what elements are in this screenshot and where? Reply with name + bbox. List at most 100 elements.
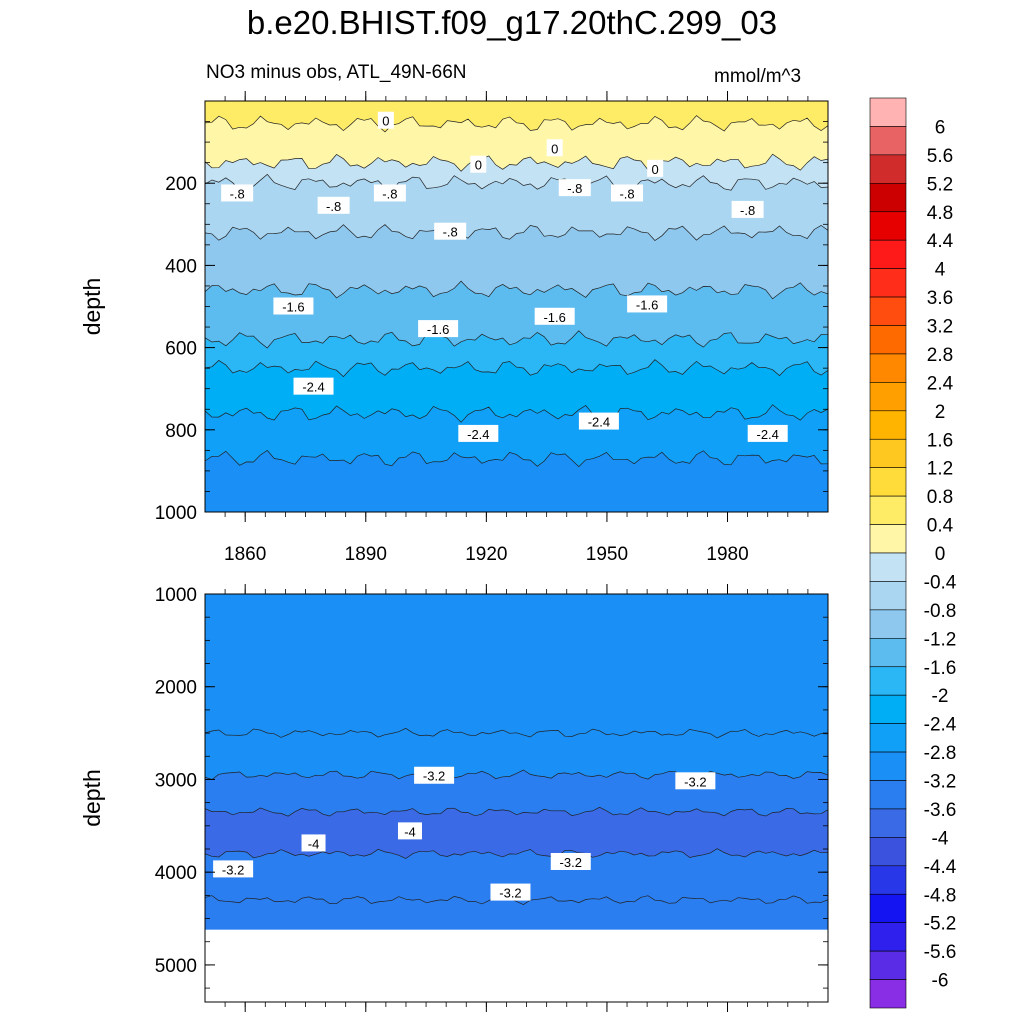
contour-label-text: -.8 bbox=[326, 199, 341, 214]
colorbar-swatch bbox=[869, 268, 907, 298]
colorbar-label: 4.8 bbox=[927, 203, 953, 224]
contour-label: -.8 bbox=[558, 179, 591, 197]
x-tick-label: 1890 bbox=[345, 544, 387, 565]
contour-line bbox=[205, 330, 828, 349]
contour-label-text: -.8 bbox=[619, 186, 634, 201]
x-tick-label: 1920 bbox=[465, 544, 507, 565]
contour-label: 0 bbox=[377, 111, 394, 129]
contour-label-text: -3.2 bbox=[423, 769, 445, 784]
contour-label-text: -1.6 bbox=[636, 297, 658, 312]
contour-label-box bbox=[558, 179, 591, 197]
contour-label: -.8 bbox=[434, 222, 467, 240]
contour-label-box bbox=[397, 822, 422, 840]
contour-label-text: -3.2 bbox=[222, 862, 244, 877]
colorbar-label: 1.6 bbox=[927, 430, 953, 451]
contour-label-box bbox=[731, 200, 764, 218]
contour-label: 0 bbox=[470, 155, 487, 173]
contour-line bbox=[205, 769, 828, 780]
contour-label-box bbox=[221, 184, 254, 202]
colorbar-swatch bbox=[869, 296, 907, 326]
colorbar-label: -4.8 bbox=[924, 885, 957, 906]
y-tick-label: 600 bbox=[165, 339, 197, 360]
chart-title: b.e20.BHIST.f09_g17.20thC.299_03 bbox=[246, 4, 778, 41]
contour-band bbox=[205, 404, 828, 469]
contour-line bbox=[205, 280, 828, 300]
contour-label-box bbox=[293, 377, 334, 395]
colorbar-label: -3.6 bbox=[924, 800, 957, 821]
colorbar-swatch bbox=[869, 467, 907, 497]
y-tick-label: 3000 bbox=[155, 770, 197, 791]
colorbar-swatch bbox=[869, 808, 907, 838]
contour-label-text: -1.6 bbox=[282, 300, 304, 315]
contour-label: 0 bbox=[647, 159, 664, 177]
contour-label: -.8 bbox=[731, 200, 764, 218]
colorbar-label: -2.8 bbox=[924, 743, 957, 764]
colorbar-label: -4.4 bbox=[924, 857, 957, 878]
contour-label-text: -4 bbox=[404, 824, 416, 839]
colorbar-label: 4.4 bbox=[927, 231, 954, 252]
x-tick-label: 1860 bbox=[224, 544, 266, 565]
colorbar-label: -2.4 bbox=[924, 715, 957, 736]
contour-line bbox=[205, 173, 828, 193]
contour-band bbox=[205, 848, 828, 907]
contour-label-text: -.8 bbox=[443, 225, 458, 240]
colorbar-swatch bbox=[869, 552, 907, 582]
contour-line bbox=[205, 895, 828, 905]
colorbar-label: 6 bbox=[935, 117, 946, 138]
colorbar-swatch bbox=[869, 865, 907, 895]
colorbar-label: 0.8 bbox=[927, 487, 953, 508]
colorbar-swatch bbox=[869, 239, 907, 269]
contour-label-text: -.8 bbox=[382, 186, 397, 201]
colorbar-label: -5.2 bbox=[924, 914, 957, 935]
colorbar-swatch bbox=[869, 97, 907, 127]
y-tick-label: 4000 bbox=[155, 863, 197, 884]
contour-label-box bbox=[470, 155, 487, 173]
units-label: mmol/m^3 bbox=[714, 66, 802, 87]
contour-band bbox=[205, 281, 828, 350]
y-tick-label: 800 bbox=[165, 421, 197, 442]
contour-label-box bbox=[747, 424, 788, 442]
contour-label-text: -3.2 bbox=[684, 774, 706, 789]
colorbar-label: 3.6 bbox=[927, 288, 953, 309]
contour-label-text: -2.4 bbox=[302, 380, 324, 395]
contour-line bbox=[205, 153, 828, 172]
contour-line bbox=[205, 224, 828, 241]
colorbar-swatch bbox=[869, 922, 907, 952]
contour-band bbox=[205, 770, 828, 818]
colorbar-label: 5.2 bbox=[927, 174, 953, 195]
colorbar-swatch bbox=[869, 524, 907, 554]
contour-label: -3.2 bbox=[490, 883, 531, 901]
contour-band bbox=[205, 224, 828, 301]
colorbar-swatch bbox=[869, 950, 907, 980]
colorbar-swatch bbox=[869, 751, 907, 781]
contour-label-text: -1.6 bbox=[543, 310, 565, 325]
colorbar-swatch bbox=[869, 495, 907, 525]
y-tick-label: 200 bbox=[165, 174, 197, 195]
contour-band bbox=[205, 594, 828, 740]
contour-label-text: -4 bbox=[308, 836, 320, 851]
contour-line bbox=[205, 115, 828, 133]
colorbar-swatch bbox=[869, 154, 907, 184]
contour-band bbox=[205, 450, 828, 512]
colorbar-swatch bbox=[869, 325, 907, 355]
colorbar-swatch bbox=[869, 581, 907, 611]
contour-label-box bbox=[434, 222, 467, 240]
contour-label: -2.4 bbox=[458, 424, 499, 442]
contour-label: -.8 bbox=[611, 184, 644, 202]
y-tick-label: 400 bbox=[165, 256, 197, 277]
contour-label-box bbox=[534, 307, 575, 325]
contour-label-text: -3.2 bbox=[560, 855, 582, 870]
contour-label: -2.4 bbox=[578, 412, 619, 430]
colorbar-swatch bbox=[869, 638, 907, 668]
colorbar-label: -3.2 bbox=[924, 772, 957, 793]
colorbar-label: -2 bbox=[932, 686, 949, 707]
colorbar-label: 4 bbox=[935, 260, 946, 281]
contour-label: -1.6 bbox=[273, 297, 314, 315]
colorbar-swatch bbox=[869, 353, 907, 383]
contour-label-box bbox=[373, 184, 406, 202]
colorbar-swatch bbox=[869, 410, 907, 440]
contour-label-text: -2.4 bbox=[467, 427, 489, 442]
colorbar-swatch bbox=[869, 211, 907, 241]
contour-band bbox=[205, 359, 828, 424]
